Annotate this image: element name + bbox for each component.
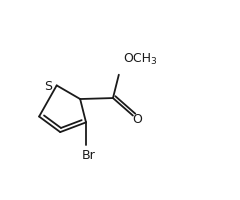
Text: Br: Br [81, 149, 95, 162]
Text: 3: 3 [150, 57, 156, 66]
Text: OCH: OCH [124, 52, 151, 65]
Text: O: O [133, 113, 143, 126]
Text: S: S [44, 80, 52, 93]
